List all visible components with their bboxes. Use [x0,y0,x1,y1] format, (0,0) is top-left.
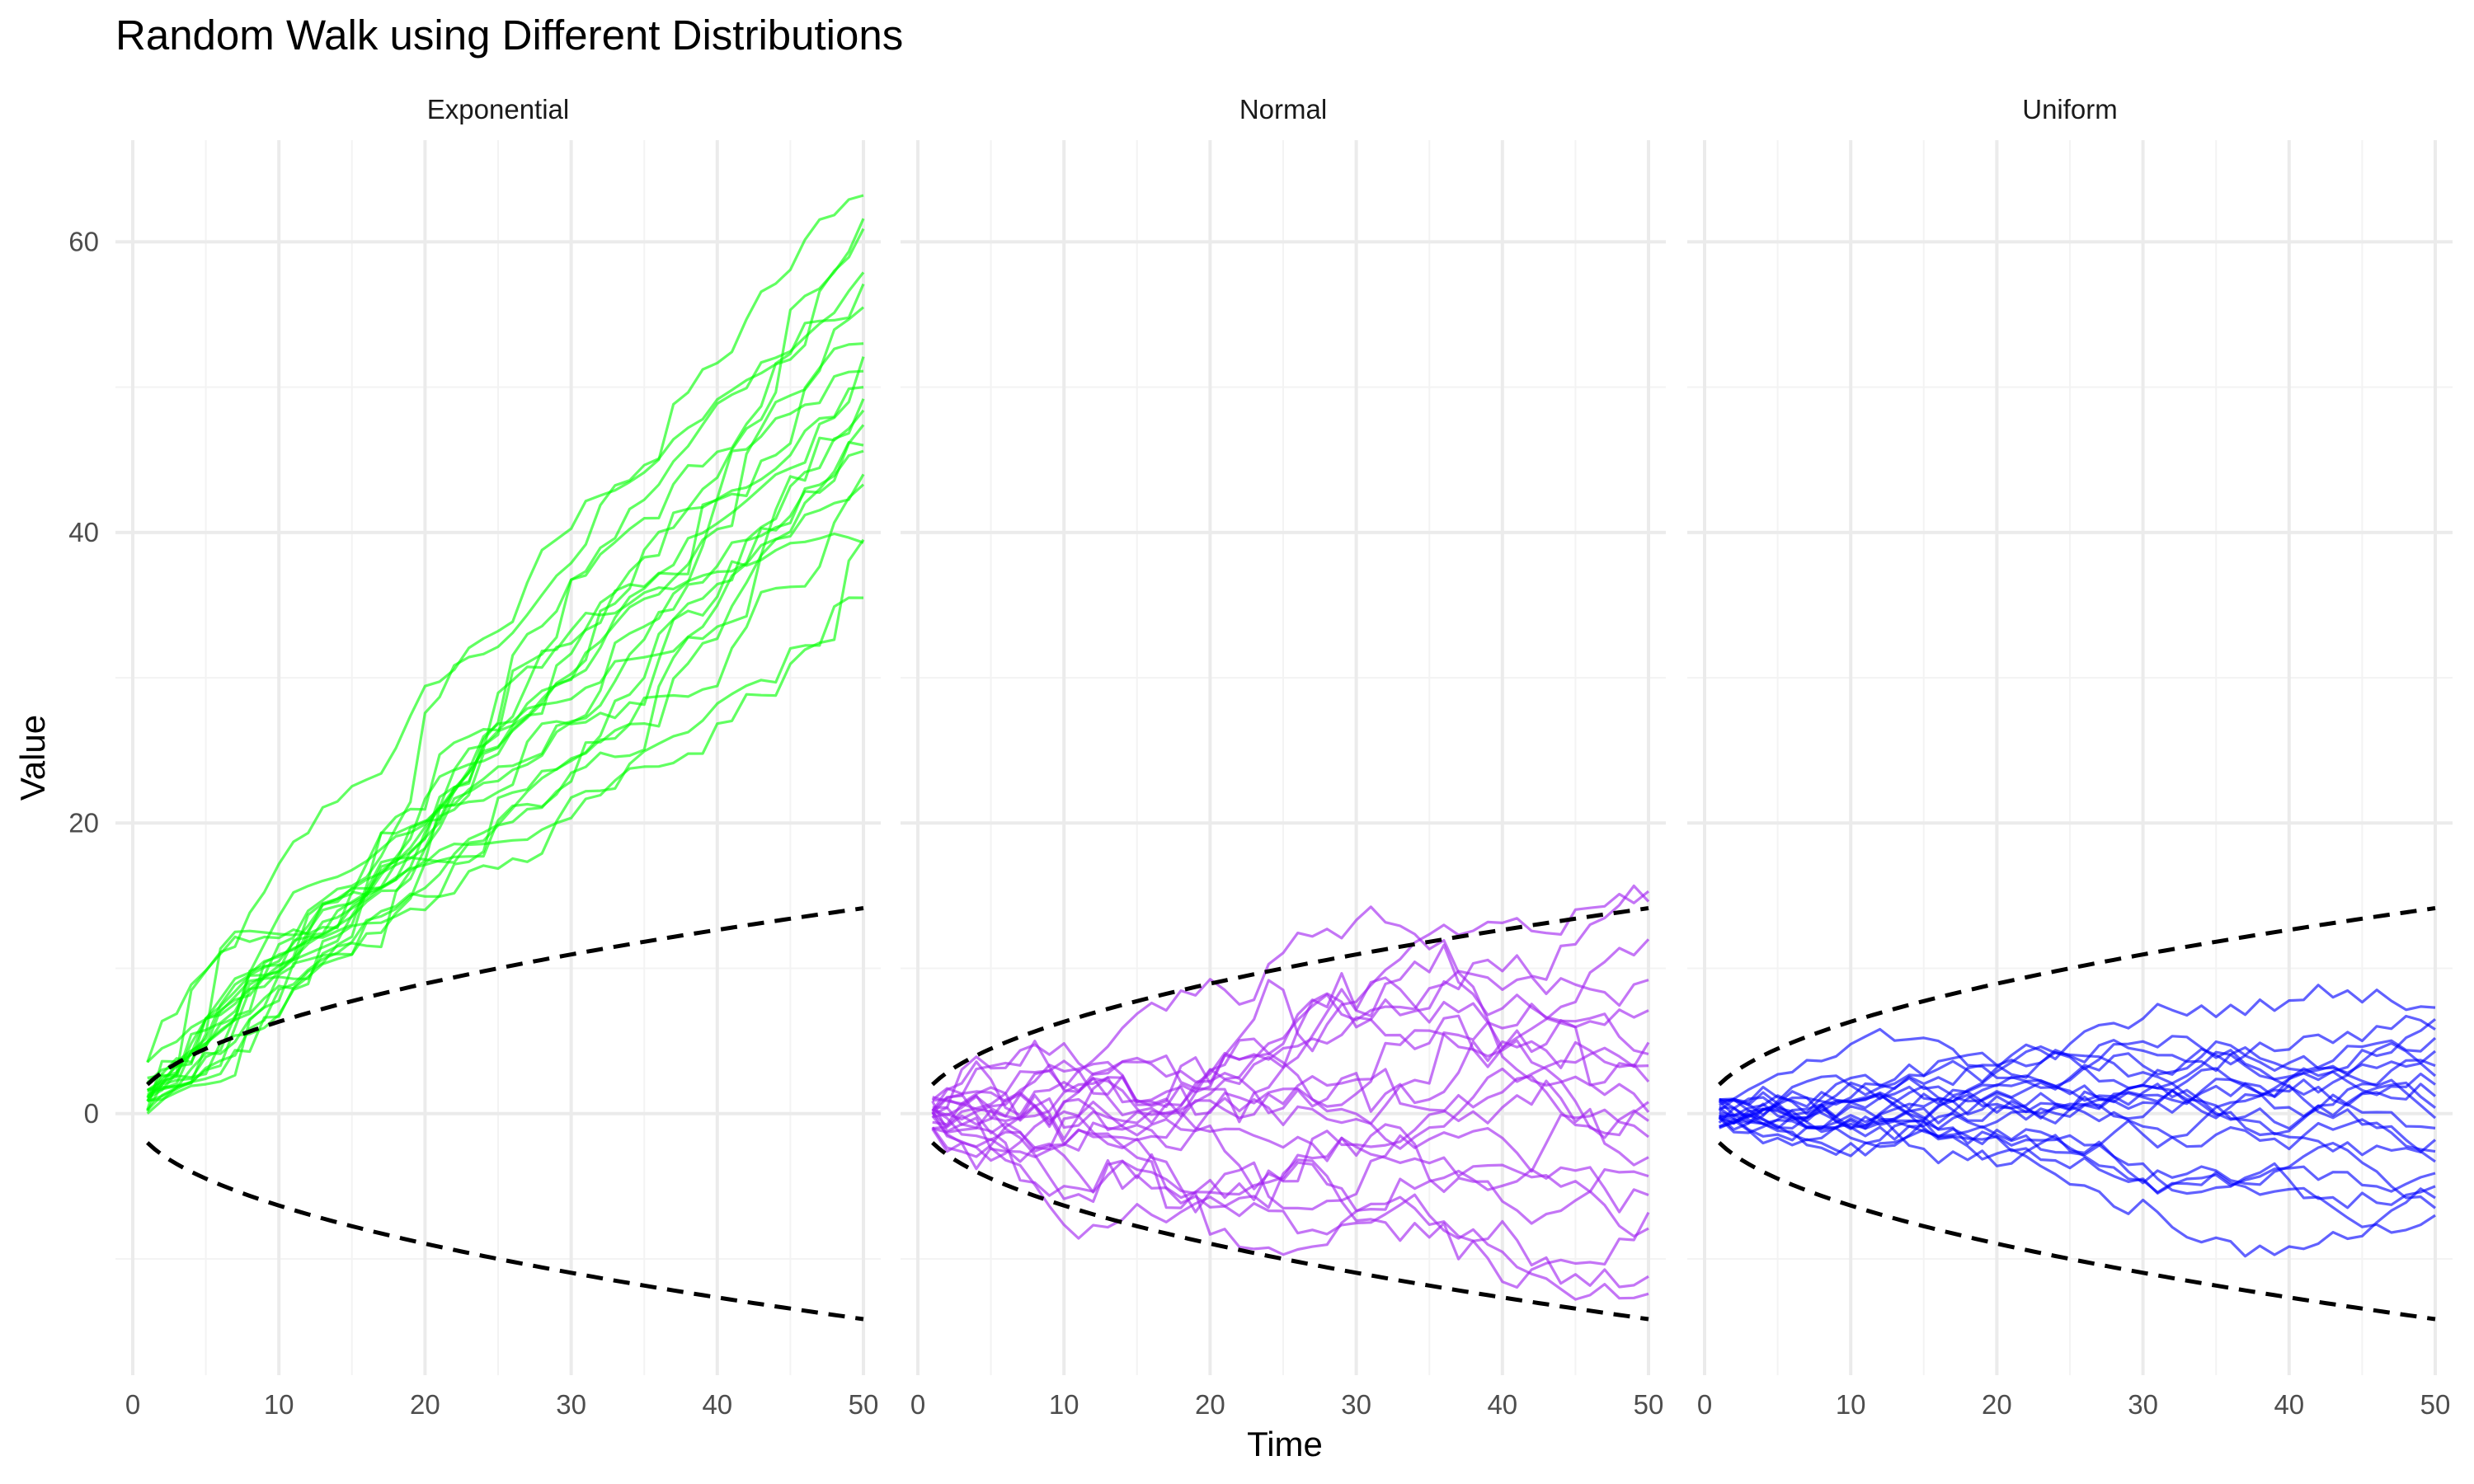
panel-exponential: Exponential 0 10 20 30 40 50 0 20 40 60 [68,94,881,1420]
panel-title-exponential: Exponential [427,94,569,124]
walk-line [146,386,864,1112]
walk-lines-uniform [1718,984,2437,1258]
x-tick-label: 30 [2128,1389,2158,1420]
lower-bound-line [931,1141,1649,1322]
walk-line [146,342,864,1064]
walk-line [1719,1108,2436,1195]
walk-line [932,1109,1649,1289]
walk-line [147,483,865,1080]
walk-line [147,398,865,1102]
walk-line [1718,1014,2436,1148]
walk-line [932,1086,1649,1194]
walk-line [147,369,864,1092]
walk-line [932,905,1649,1118]
x-tick-label: 20 [1195,1389,1225,1420]
x-tick-label: 0 [125,1389,140,1420]
walk-line [1718,1092,2436,1258]
walk-line [1719,1027,2436,1118]
x-tick-label: 0 [910,1389,925,1420]
x-tick-label: 20 [1982,1389,2012,1420]
lower-bound-line [146,1141,864,1322]
walk-line [146,449,864,1115]
panel-uniform: Uniform 0 10 20 30 40 50 [1687,94,2453,1420]
x-tick-label: 30 [1341,1389,1371,1420]
upper-bound-line [931,906,1649,1087]
x-axis-title: Time [1247,1425,1323,1463]
y-tick-label: 20 [68,807,99,838]
y-tick-label: 40 [68,517,99,547]
x-tick-label: 0 [1697,1389,1712,1420]
x-tick-label: 10 [1836,1389,1866,1420]
walk-lines-exponential [146,194,865,1115]
walk-line [1719,984,2436,1125]
x-tick-label: 40 [2274,1389,2304,1420]
panel-title-uniform: Uniform [2022,94,2118,124]
walk-line [1718,1035,2437,1125]
chart-title: Random Walk using Different Distribution… [115,12,903,59]
x-tick-label: 50 [2420,1389,2451,1420]
walk-line [146,194,864,1100]
x-tick-label: 40 [702,1389,732,1420]
walk-lines-normal [931,884,1650,1301]
walk-line [146,228,865,1102]
y-tick-label: 60 [68,226,99,256]
walk-line [1718,1103,2436,1234]
walk-line [146,596,864,1111]
x-tick-label: 10 [1049,1389,1079,1420]
walk-line [146,409,865,1099]
walk-line [932,1091,1649,1214]
walk-line [146,532,864,1064]
walk-line [1718,1106,2436,1209]
walk-line [931,1128,1649,1301]
walk-line [146,306,865,1092]
lower-bound-line [1718,1141,2436,1322]
y-axis-title: Value [13,715,52,801]
x-tick-label: 50 [1634,1389,1664,1420]
x-tick-label: 40 [1487,1389,1517,1420]
walk-line [932,1040,1650,1116]
y-tick-label: 0 [84,1098,99,1129]
panel-normal: Normal 0 10 20 30 40 50 [901,94,1666,1420]
x-tick-label: 20 [410,1389,440,1420]
x-tick-label: 50 [849,1389,879,1420]
walk-line [1719,1066,2436,1153]
panel-title-normal: Normal [1239,94,1327,124]
walk-line [931,1014,1650,1119]
walk-line [932,1003,1649,1125]
walk-line [1718,1100,2436,1163]
walk-line [147,283,865,1103]
walk-line [931,1029,1649,1137]
x-tick-label: 30 [556,1389,586,1420]
x-tick-label: 10 [264,1389,294,1420]
walk-line [146,538,865,1111]
walk-line [931,1075,1649,1201]
